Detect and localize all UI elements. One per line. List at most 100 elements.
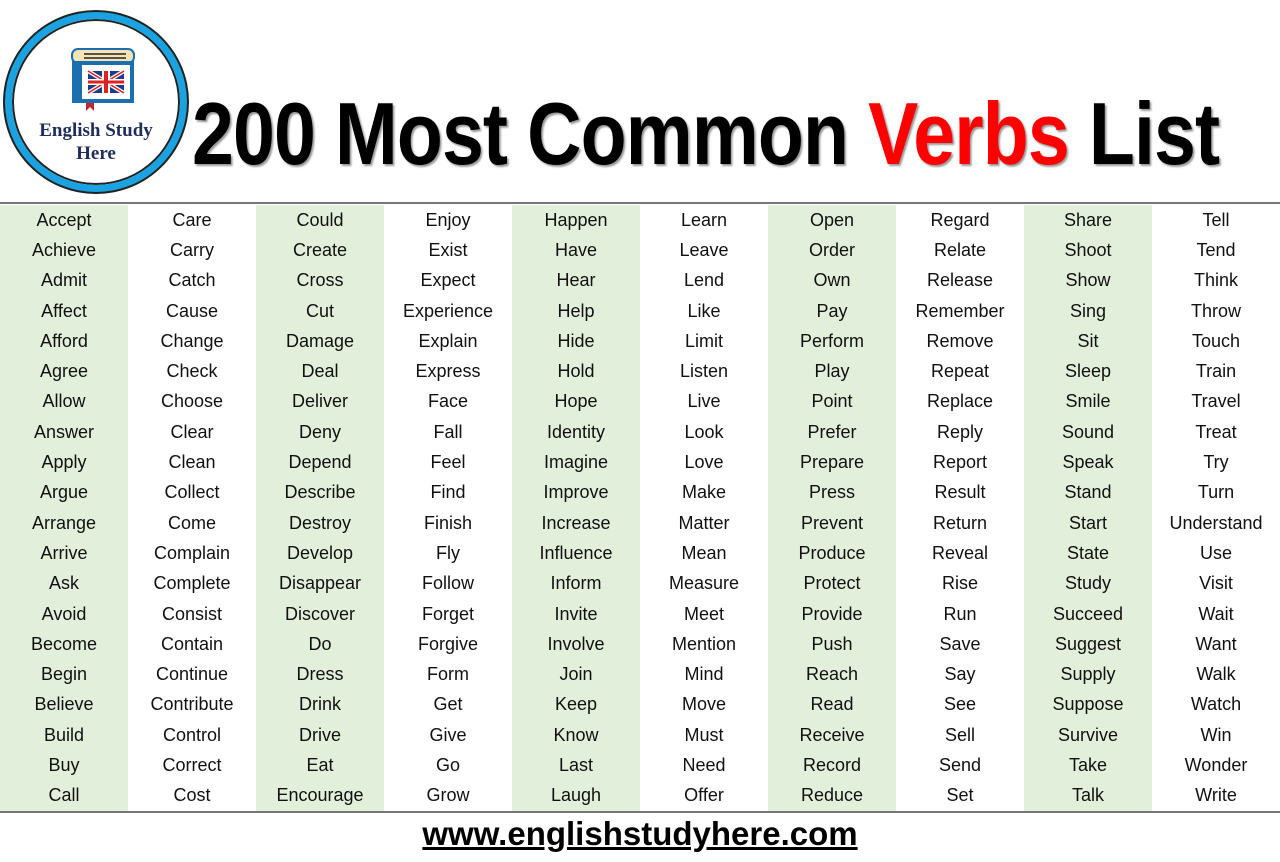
verb-cell: Explain (418, 330, 478, 351)
verb-cell: Carry (170, 239, 214, 260)
verb-cell: Hide (557, 330, 595, 351)
verb-cell: Study (1064, 573, 1112, 594)
verb-cell: Live (687, 391, 721, 412)
verb-cell: Keep (554, 694, 598, 715)
verb-cell: Control (162, 724, 222, 745)
verb-cell: Encourage (276, 785, 364, 806)
verb-cell: Choose (160, 391, 224, 412)
verb-cell: Complete (153, 573, 231, 594)
verb-cell: Produce (798, 542, 866, 563)
verb-cell: Matter (678, 512, 730, 533)
verb-cell: Argue (39, 482, 89, 503)
footer-url[interactable]: www.englishstudyhere.com (422, 815, 858, 852)
verb-cell: Destroy (288, 512, 351, 533)
verb-cell: Allow (42, 391, 86, 412)
verb-column: Learn Leave Lend Like Limit Listen Live Look Lov… (640, 205, 768, 811)
verb-cell: Relate (933, 239, 987, 260)
verb-cell: Protect (803, 573, 861, 594)
verb-column: Regard Relate Release Remember Remove Repeat R… (896, 205, 1024, 811)
verb-cell: Survive (1057, 724, 1119, 745)
verb-cell: Do (308, 633, 332, 654)
verb-cell: Eat (306, 754, 334, 775)
verb-cell: Press (808, 482, 855, 503)
verb-cell: Drive (298, 724, 341, 745)
verb-cell: Speak (1062, 452, 1114, 473)
verb-cell: Reveal (931, 542, 989, 563)
page-title: 200 Most Common Verbs List (192, 84, 1220, 184)
verb-cell: Prepare (799, 452, 865, 473)
verb-cell: Consist (161, 603, 223, 624)
verb-cell: Experience (402, 300, 494, 321)
verb-cell: Influence (539, 542, 613, 563)
verb-cell: Suggest (1054, 633, 1122, 654)
verb-cell: Create (292, 239, 348, 260)
verb-cell: Prefer (807, 421, 857, 442)
verb-cell: Suppose (1052, 694, 1124, 715)
verb-column: Could Create Cross Cut Damage Deal Deliver Deny… (256, 205, 384, 811)
verb-cell: Remove (926, 330, 994, 351)
verb-cell: Laugh (550, 785, 602, 806)
verb-cell: Increase (541, 512, 611, 533)
verb-cell: Stand (1064, 482, 1112, 503)
verb-cell: Remember (915, 300, 1005, 321)
verb-cell: Enjoy (425, 209, 471, 230)
verb-cell: Begin (40, 664, 88, 685)
verbs-table: Accept Achieve Admit Affect Afford Agree Allow… (0, 205, 1280, 811)
verb-cell: Continue (155, 664, 229, 685)
verb-cell: Go (435, 754, 460, 775)
verb-cell: Find (430, 482, 466, 503)
verb-cell: Say (944, 664, 976, 685)
verb-cell: Become (30, 633, 98, 654)
verb-cell: Affect (41, 300, 87, 321)
verb-cell: Express (415, 361, 481, 382)
verb-cell: Care (172, 209, 212, 230)
verb-cell: Prevent (800, 512, 864, 533)
verb-column: Share Shoot Show Sing Sit Sleep Smile Sound Spea… (1024, 205, 1152, 811)
verb-cell: Visit (1199, 573, 1233, 594)
verb-cell: Hear (556, 270, 596, 291)
verb-cell: Could (296, 209, 344, 230)
verb-cell: Mind (684, 664, 724, 685)
verb-cell: Come (167, 512, 216, 533)
verb-cell: Smile (1065, 391, 1111, 412)
verb-cell: Limit (684, 330, 723, 351)
verb-cell: Contribute (150, 694, 234, 715)
verb-cell: Avoid (41, 603, 87, 624)
verb-cell: State (1066, 542, 1110, 563)
logo-text-line2: Here (76, 143, 116, 164)
verb-cell: Invite (554, 603, 598, 624)
verb-cell: Forgive (417, 633, 479, 654)
verb-column: Happen Have Hear Help Hide Hold Hope Identity Im… (512, 205, 640, 811)
logo: English Study Here (5, 12, 187, 192)
verb-cell: Like (687, 300, 721, 321)
verb-cell: Read (810, 694, 854, 715)
verb-cell: Arrive (40, 542, 88, 563)
verb-cell: Think (1193, 270, 1238, 291)
verb-cell: Get (433, 694, 463, 715)
verb-cell: Join (559, 664, 593, 685)
verb-cell: Must (684, 724, 724, 745)
verb-cell: Mention (671, 633, 737, 654)
verb-cell: Report (932, 452, 988, 473)
logo-text-line1: English Study (39, 120, 153, 141)
verb-cell: Help (557, 300, 595, 321)
verb-cell: Discover (284, 603, 355, 624)
verb-cell: Order (808, 239, 855, 260)
verb-cell: Develop (286, 542, 354, 563)
verb-cell: Form (427, 664, 469, 685)
verb-cell: Lend (683, 270, 725, 291)
verb-cell: Return (932, 512, 988, 533)
verb-cell: Treat (1195, 421, 1237, 442)
verb-cell: Achieve (31, 239, 97, 260)
verb-cell: Expect (420, 270, 476, 291)
verb-cell: Receive (799, 724, 865, 745)
verb-cell: Take (1068, 754, 1108, 775)
verb-cell: Rise (941, 573, 978, 594)
verb-cell: Touch (1191, 330, 1241, 351)
verb-cell: Need (682, 754, 726, 775)
verb-cell: Give (429, 724, 467, 745)
verb-cell: Send (938, 754, 982, 775)
verb-cell: Throw (1190, 300, 1241, 321)
verb-cell: Cost (173, 785, 211, 806)
verb-cell: Accept (36, 209, 92, 230)
